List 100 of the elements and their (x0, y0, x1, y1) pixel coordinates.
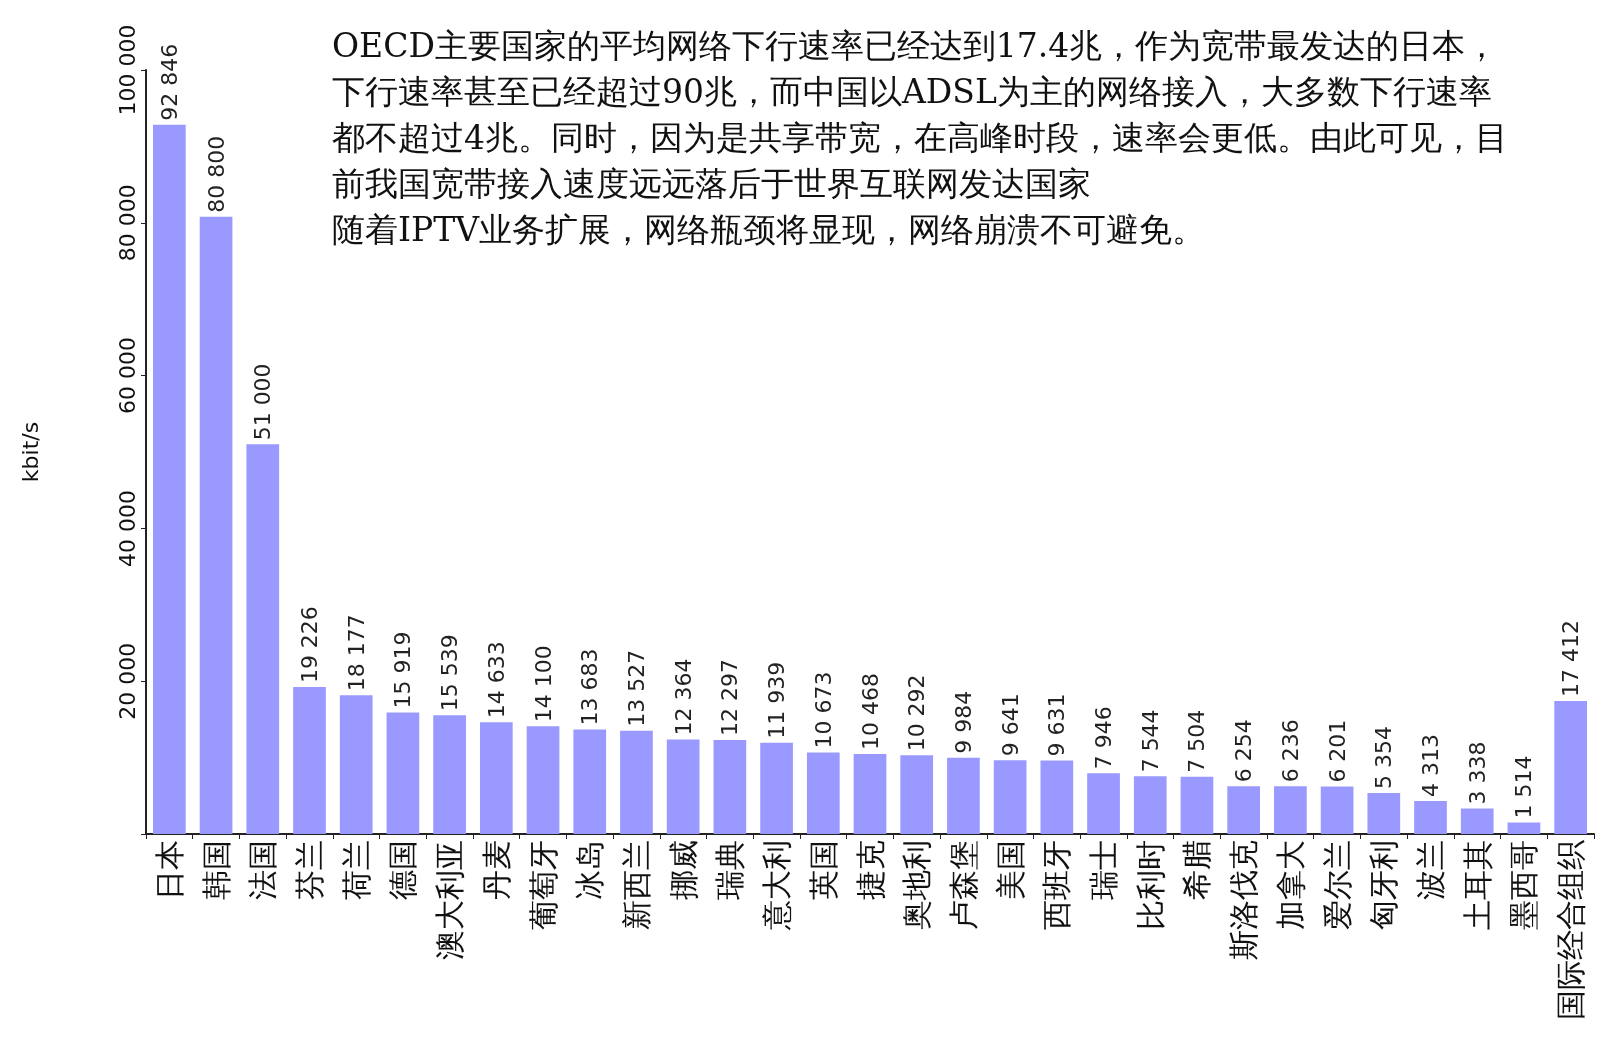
x-tick-label: 卢森堡 (945, 840, 981, 930)
bar (1180, 776, 1214, 834)
data-label: 7 544 (1137, 709, 1163, 773)
x-tick-label: 澳大利亚 (432, 840, 468, 960)
annotation: 随着IPTV业务扩展，网络瓶颈将显现，网络崩溃不可避免。 (332, 209, 1206, 249)
x-tick-label: 瑞典 (712, 840, 748, 900)
bar (1087, 773, 1120, 834)
y-tick-label: 60 000 (114, 337, 140, 415)
x-tick-label: 瑞士 (1086, 840, 1122, 900)
x-tick-label: 新西兰 (618, 840, 654, 930)
data-label: 80 800 (203, 135, 229, 213)
bar (1227, 786, 1261, 834)
bar (1507, 822, 1541, 834)
data-label: 11 939 (764, 661, 790, 739)
data-label: 7 946 (1091, 706, 1117, 770)
bar (1414, 801, 1447, 834)
x-tick-label: 比利时 (1132, 840, 1168, 930)
data-label: 5 354 (1371, 726, 1397, 790)
data-label: 9 631 (1044, 693, 1070, 757)
data-label: 13 683 (577, 648, 603, 726)
x-tick-label: 荷兰 (338, 840, 374, 900)
data-label: 14 100 (530, 645, 556, 723)
x-tick-label: 爱尔兰 (1319, 840, 1355, 930)
data-label: 4 313 (1418, 734, 1444, 798)
annotation: OECD主要国家的平均网络下行速率已经达到17.4兆，作为宽带最发达的日本，下行速率甚至已经超过90兆，而中国以ADSL为主的网络接入，大多数下行速率都不超过4兆。同时，因为是共享带宽，在高峰时段，速率会更低。由此可见，目前我国宽带接入速度远远落后于世界互联网发达国家 (332, 25, 1508, 203)
data-label: 10 292 (904, 674, 930, 752)
x-tick-label: 意大利 (759, 840, 795, 931)
data-label: 51 000 (250, 363, 276, 441)
bar (666, 739, 700, 834)
x-tick-label: 挪威 (665, 840, 701, 900)
bar (526, 726, 560, 834)
bar (947, 757, 980, 834)
data-label: 92 846 (156, 43, 182, 121)
x-tick-label: 奥地利 (899, 840, 935, 930)
x-tick-label: 冰岛 (572, 840, 608, 900)
data-label: 10 468 (857, 673, 883, 751)
y-tick-label: 80 000 (114, 184, 140, 262)
y-axis-title: kbit/s (17, 421, 43, 483)
x-tick-label: 葡萄牙 (525, 840, 561, 930)
bar (433, 715, 466, 834)
x-tick-label: 韩国 (198, 840, 234, 900)
data-label: 6 236 (1277, 719, 1303, 783)
data-label: 6 254 (1231, 719, 1257, 783)
x-tick-label: 国际经合组织 (1553, 840, 1589, 1020)
x-tick-label: 日本 (151, 840, 187, 900)
bar (993, 760, 1027, 834)
bar (1460, 808, 1494, 834)
bar (806, 752, 840, 834)
bar (246, 444, 280, 834)
data-label: 19 226 (296, 606, 322, 684)
bar (339, 695, 373, 834)
bar (153, 124, 186, 834)
bar (760, 742, 793, 834)
data-label: 12 364 (670, 658, 696, 736)
x-tick-label: 希腊 (1179, 840, 1215, 900)
bar (1320, 786, 1354, 834)
data-label: 9 984 (950, 690, 976, 754)
data-label: 1 514 (1511, 755, 1537, 819)
bar (1040, 760, 1074, 834)
x-tick-label: 土耳其 (1459, 840, 1495, 930)
x-tick-label: 墨西哥 (1506, 840, 1542, 930)
x-tick-label: 匈牙利 (1366, 840, 1402, 930)
bar (199, 216, 233, 834)
x-tick-label: 丹麦 (478, 840, 514, 900)
x-tick-label: 英国 (805, 840, 841, 900)
data-label: 3 338 (1464, 741, 1490, 805)
y-tick-label: 100 000 (114, 24, 140, 116)
data-label: 17 412 (1558, 619, 1584, 697)
bar (573, 729, 607, 834)
y-tick-label: 20 000 (114, 642, 140, 720)
data-label: 6 201 (1324, 719, 1350, 783)
x-tick-label: 法国 (245, 840, 281, 900)
data-label: 10 673 (810, 671, 836, 749)
bar (713, 740, 747, 834)
bar (1367, 793, 1401, 834)
data-label: 13 527 (623, 649, 649, 727)
data-label: 14 633 (483, 641, 509, 719)
x-tick-label: 德国 (385, 840, 421, 900)
x-tick-label: 捷克 (852, 840, 888, 900)
data-label: 18 177 (343, 614, 369, 692)
bar (1554, 700, 1587, 834)
x-tick-label: 斯洛伐克 (1226, 840, 1262, 960)
x-tick-label: 波兰 (1413, 840, 1449, 900)
x-tick-label: 芬兰 (291, 840, 327, 900)
data-label: 7 504 (1184, 709, 1210, 773)
x-tick-label: 美国 (992, 840, 1028, 900)
bar (1274, 786, 1307, 834)
y-tick-label: 40 000 (114, 489, 140, 567)
data-label: 15 919 (390, 631, 416, 709)
bar (853, 754, 887, 834)
bar (620, 730, 653, 834)
data-label: 12 297 (717, 659, 743, 737)
x-tick-label: 加拿大 (1272, 840, 1308, 930)
bar (900, 755, 934, 834)
data-label: 15 539 (437, 634, 463, 712)
x-tick-label: 西班牙 (1039, 840, 1075, 930)
bar (293, 687, 326, 834)
bar (1133, 776, 1167, 834)
bar (479, 722, 513, 834)
bar (386, 712, 420, 834)
